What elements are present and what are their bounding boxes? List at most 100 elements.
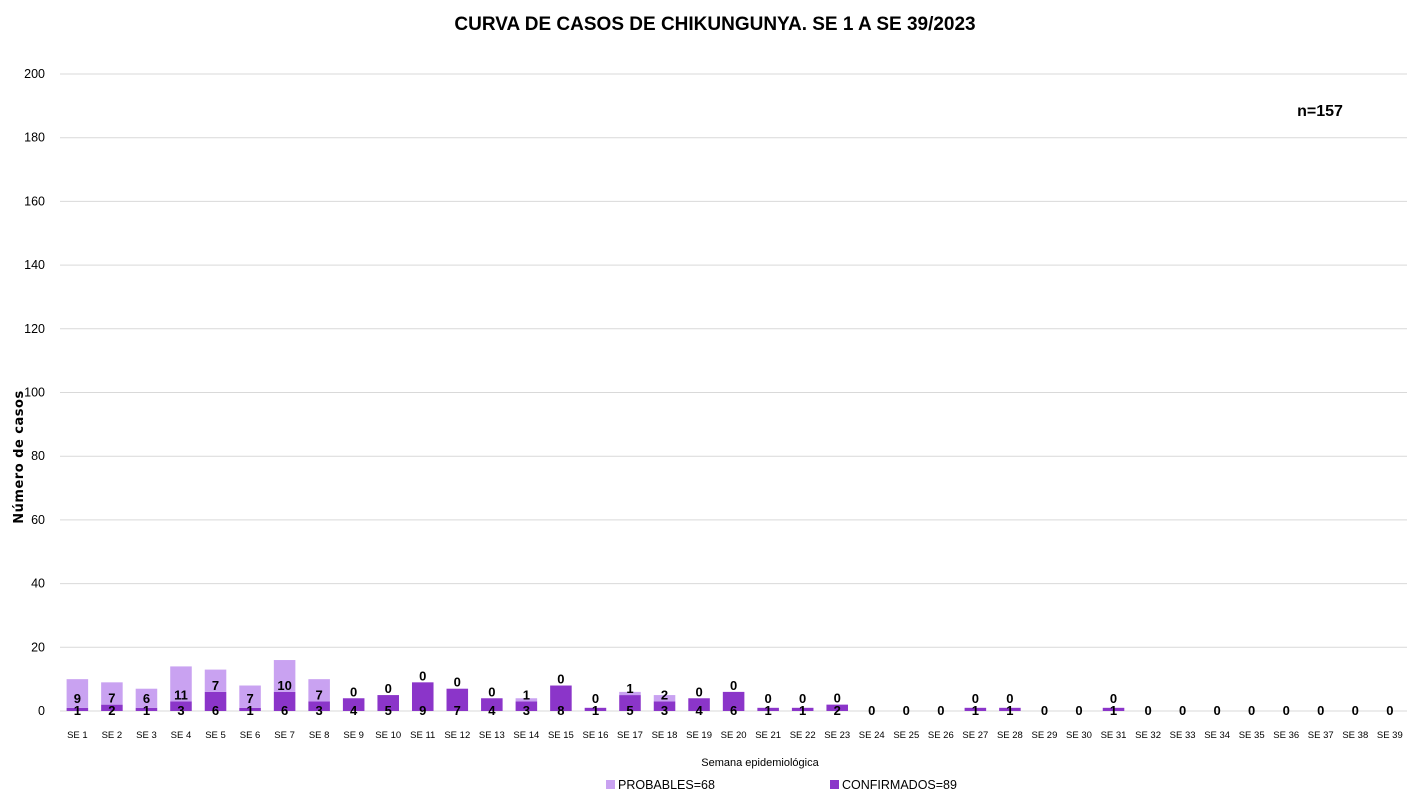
bar-confirmados xyxy=(135,707,158,711)
data-label-confirmados: 1 xyxy=(765,703,772,718)
y-tick-label: 120 xyxy=(24,322,45,336)
bar-probables xyxy=(204,669,227,692)
bar-confirmados xyxy=(722,691,745,711)
data-label-confirmados: 0 xyxy=(1283,703,1290,718)
x-tick-label: SE 35 xyxy=(1239,730,1265,741)
data-label-confirmados: 3 xyxy=(177,703,184,718)
x-tick-label: SE 36 xyxy=(1273,730,1299,741)
data-label-confirmados: 0 xyxy=(903,703,910,718)
x-tick-label: SE 1 xyxy=(67,730,88,741)
data-label-confirmados: 7 xyxy=(454,703,461,718)
bar-confirmados xyxy=(964,707,987,711)
bar-confirmados xyxy=(584,707,607,711)
data-label-probables: 7 xyxy=(246,691,253,706)
bar-probables xyxy=(170,666,192,702)
data-label-confirmados: 3 xyxy=(316,703,323,718)
data-label-probables: 11 xyxy=(174,687,188,702)
x-tick-label: SE 17 xyxy=(617,730,643,741)
x-tick-label: SE 38 xyxy=(1342,730,1368,741)
data-label-probables: 0 xyxy=(488,684,495,699)
bar-confirmados xyxy=(66,707,89,711)
total-annotation: n=157 xyxy=(1297,103,1343,120)
bar-confirmados xyxy=(826,704,848,711)
x-tick-label: SE 14 xyxy=(513,730,539,741)
x-tick-label: SE 13 xyxy=(479,730,505,741)
data-label-probables: 10 xyxy=(277,678,291,693)
bar-probables xyxy=(653,695,676,702)
data-label-confirmados: 0 xyxy=(1075,703,1082,718)
data-label-probables: 7 xyxy=(316,687,323,702)
x-axis-label: Semana epidemiológica xyxy=(701,757,819,769)
bar-confirmados xyxy=(308,701,330,711)
bar-confirmados xyxy=(999,707,1021,711)
data-label-probables: 1 xyxy=(626,681,633,696)
bar-probables xyxy=(619,691,641,696)
data-label-confirmados: 1 xyxy=(1110,703,1117,718)
y-tick-label: 0 xyxy=(38,704,45,718)
data-labels: 1927163116717610374050907040318010513240… xyxy=(74,668,1394,718)
data-label-confirmados: 1 xyxy=(592,703,599,718)
x-tick-label: SE 30 xyxy=(1066,730,1092,741)
gridlines xyxy=(60,73,1407,712)
legend-label: CONFIRMADOS=89 xyxy=(842,778,957,792)
data-label-confirmados: 6 xyxy=(730,703,737,718)
bar-probables xyxy=(101,682,123,705)
data-label-confirmados: 2 xyxy=(834,703,841,718)
y-tick-label: 20 xyxy=(31,640,45,654)
data-label-confirmados: 0 xyxy=(1317,703,1324,718)
data-label-confirmados: 0 xyxy=(1386,703,1393,718)
y-tick-label: 40 xyxy=(31,577,45,591)
data-label-probables: 0 xyxy=(695,684,702,699)
bar-confirmados xyxy=(688,698,710,711)
x-tick-label: SE 11 xyxy=(410,730,435,741)
legend-label: PROBABLES=68 xyxy=(618,778,715,792)
data-label-confirmados: 0 xyxy=(937,703,944,718)
data-label-confirmados: 5 xyxy=(385,703,392,718)
x-tick-label: SE 2 xyxy=(102,730,123,741)
y-tick-label: 200 xyxy=(24,67,45,81)
x-tick-label: SE 18 xyxy=(652,730,678,741)
bar-confirmados xyxy=(101,704,123,711)
data-label-confirmados: 1 xyxy=(74,703,81,718)
legend: PROBABLES=68 CONFIRMADOS=89 xyxy=(606,778,957,792)
x-tick-label: SE 25 xyxy=(893,730,919,741)
bar-probables xyxy=(515,698,538,702)
x-tick-label: SE 28 xyxy=(997,730,1023,741)
data-label-confirmados: 1 xyxy=(143,703,150,718)
data-label-probables: 6 xyxy=(143,691,150,706)
data-label-probables: 9 xyxy=(74,691,81,706)
y-tick-label: 60 xyxy=(31,513,45,527)
x-tick-label: SE 19 xyxy=(686,730,712,741)
data-label-probables: 0 xyxy=(765,691,772,706)
bar-confirmados xyxy=(342,698,365,711)
x-tick-label: SE 4 xyxy=(171,730,192,741)
bar-confirmados xyxy=(411,682,434,711)
data-label-probables: 0 xyxy=(592,691,599,706)
x-tick-label: SE 21 xyxy=(755,730,781,741)
bar-probables xyxy=(273,660,296,692)
bar-probables xyxy=(239,685,261,708)
data-label-confirmados: 0 xyxy=(1248,703,1255,718)
data-label-probables: 0 xyxy=(557,672,564,687)
bar-confirmados xyxy=(170,701,192,711)
y-axis-ticks: 0 20 40 60 80 100 120 140 160 180 200 xyxy=(24,67,45,718)
x-axis-ticks: SE 1 SE 2 SE 3 SE 4 SE 5 SE 6 SE 7 SE 8 SE 9 SE 1… xyxy=(67,730,1403,741)
data-label-probables: 7 xyxy=(108,691,115,706)
data-label-confirmados: 0 xyxy=(1041,703,1048,718)
legend-swatch xyxy=(606,780,615,789)
data-label-probables: 0 xyxy=(385,681,392,696)
bar-confirmados xyxy=(550,685,572,711)
x-tick-label: SE 10 xyxy=(375,730,401,741)
x-tick-label: SE 29 xyxy=(1032,730,1058,741)
data-label-probables: 7 xyxy=(212,678,219,693)
data-label-probables: 0 xyxy=(834,691,841,706)
bar-confirmados xyxy=(1102,707,1125,711)
data-label-probables: 0 xyxy=(454,675,461,690)
bar-probables xyxy=(308,679,330,702)
data-label-probables: 0 xyxy=(419,668,426,683)
data-label-confirmados: 6 xyxy=(281,703,288,718)
data-label-confirmados: 0 xyxy=(1214,703,1221,718)
bar-confirmados xyxy=(757,707,779,711)
data-label-probables: 0 xyxy=(350,684,357,699)
